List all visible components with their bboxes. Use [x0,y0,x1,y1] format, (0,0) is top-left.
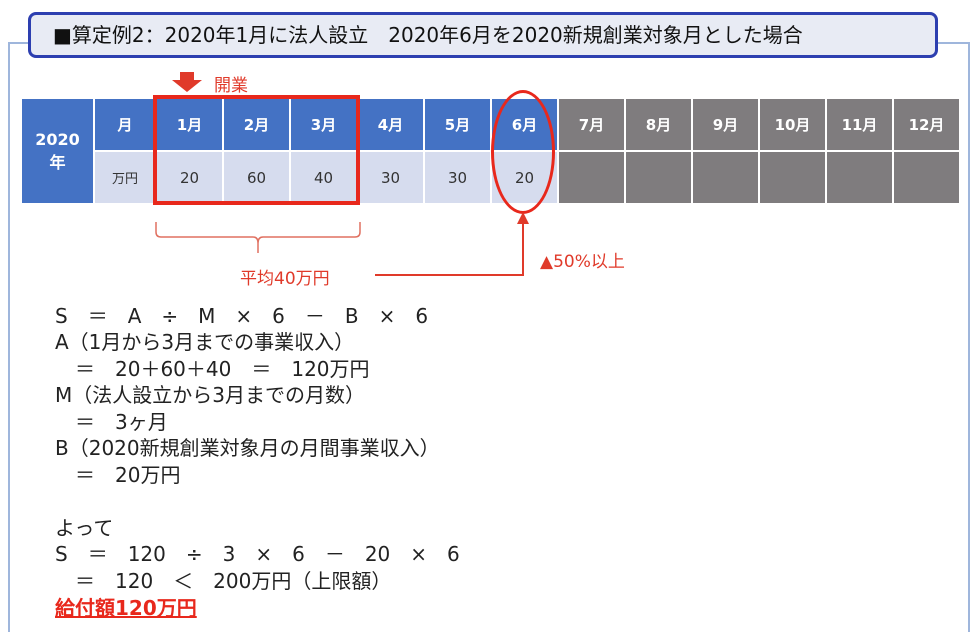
formula-line: ＝ 20＋60＋40 ＝ 120万円 [55,357,370,381]
value-cell [825,150,894,205]
drop-arrow-head [517,212,529,224]
slide-title: ■算定例2：2020年1月に法人設立 2020年6月を2020新規創業対象月とし… [28,12,938,58]
drop-label: ▲50%以上 [540,252,625,272]
month-header: 3月 [289,97,358,152]
month-header: 1月 [155,97,224,152]
formula-line: S ＝ A ÷ M × 6 － B × 6 [55,304,429,328]
month-header: 11月 [825,97,894,152]
open-arrow-icon [172,72,202,92]
month-header-label: 月 [93,97,157,152]
highlight-box-jan-mar [153,95,360,205]
month-header: 10月 [758,97,827,152]
formula-line: A（1月から3月までの事業収入） [55,330,355,354]
formula-line: M（法人設立から3月までの月数） [55,383,365,407]
formula-line: ＝ 3ヶ月 [55,410,168,434]
formula-line: ＝ 120 ＜ 200万円（上限額） [55,569,392,593]
result-label: 給付額120万円 [55,596,197,620]
value-cell: 30 [423,150,492,205]
value-cell [557,150,626,205]
month-header: 12月 [892,97,961,152]
formula-line: よって [55,516,114,540]
value-cell [758,150,827,205]
unit-label: 万円 [93,150,157,205]
connectors [155,212,529,276]
value-cell [892,150,961,205]
average-label: 平均40万円 [240,269,330,289]
month-header: 4月 [356,97,425,152]
month-header: 9月 [691,97,760,152]
open-label: 開業 [214,76,248,96]
value-cell [624,150,693,205]
formula-line: ＝ 20万円 [55,463,181,487]
month-header: 5月 [423,97,492,152]
month-header: 2月 [222,97,291,152]
value-cell: 40 [289,150,358,205]
value-cell [691,150,760,205]
value-cell: 30 [356,150,425,205]
month-header: 8月 [624,97,693,152]
year-cell: 2020 年 [20,97,95,205]
drop-arrow-line [375,222,524,276]
average-bracket [155,222,361,253]
formula-line: B（2020新規創業対象月の月間事業収入） [55,436,440,460]
value-cell: 20 [155,150,224,205]
month-header: 7月 [557,97,626,152]
formula-line: S ＝ 120 ÷ 3 × 6 － 20 × 6 [55,542,460,566]
